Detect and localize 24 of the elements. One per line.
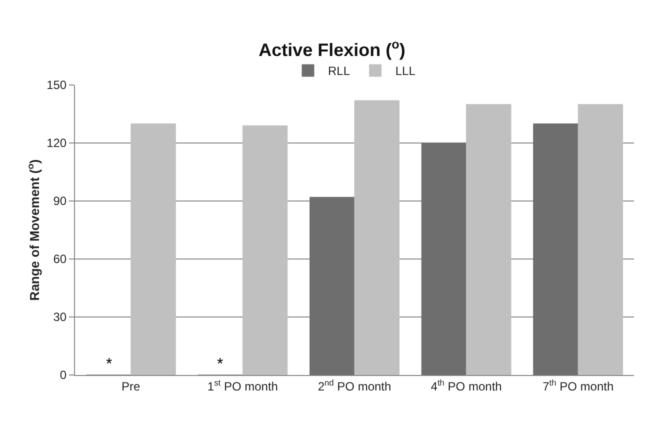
bar bbox=[578, 104, 624, 375]
legend-label: RLL bbox=[328, 64, 350, 78]
chart-title: Active Flexion ($^{o}$) bbox=[258, 38, 406, 60]
y-tick-label: 90 bbox=[53, 194, 67, 208]
x-tick-label: 4$^{th}$ PO month bbox=[430, 377, 502, 394]
bar bbox=[130, 123, 176, 375]
annotation: * bbox=[217, 356, 224, 373]
y-tick-label: 0 bbox=[60, 368, 67, 382]
bar bbox=[421, 142, 467, 375]
bar bbox=[310, 196, 355, 375]
x-tick-label: 7$^{th}$ PO month bbox=[542, 377, 614, 394]
bar bbox=[354, 100, 400, 375]
legend-label: LLL bbox=[395, 64, 416, 78]
bar bbox=[466, 104, 512, 375]
annotation: * bbox=[106, 356, 112, 373]
y-tick-label: 60 bbox=[53, 252, 67, 266]
bar bbox=[533, 123, 578, 375]
x-tick-label: 2$^{nd}$ PO month bbox=[318, 377, 392, 394]
y-tick-label: 120 bbox=[46, 136, 67, 150]
x-tick-label: Pre bbox=[122, 379, 141, 394]
y-tick-label: 30 bbox=[53, 310, 67, 324]
x-tick-label: 1$^{st}$ PO month bbox=[207, 377, 278, 394]
y-tick-label: 150 bbox=[46, 78, 67, 92]
bar bbox=[242, 125, 288, 375]
